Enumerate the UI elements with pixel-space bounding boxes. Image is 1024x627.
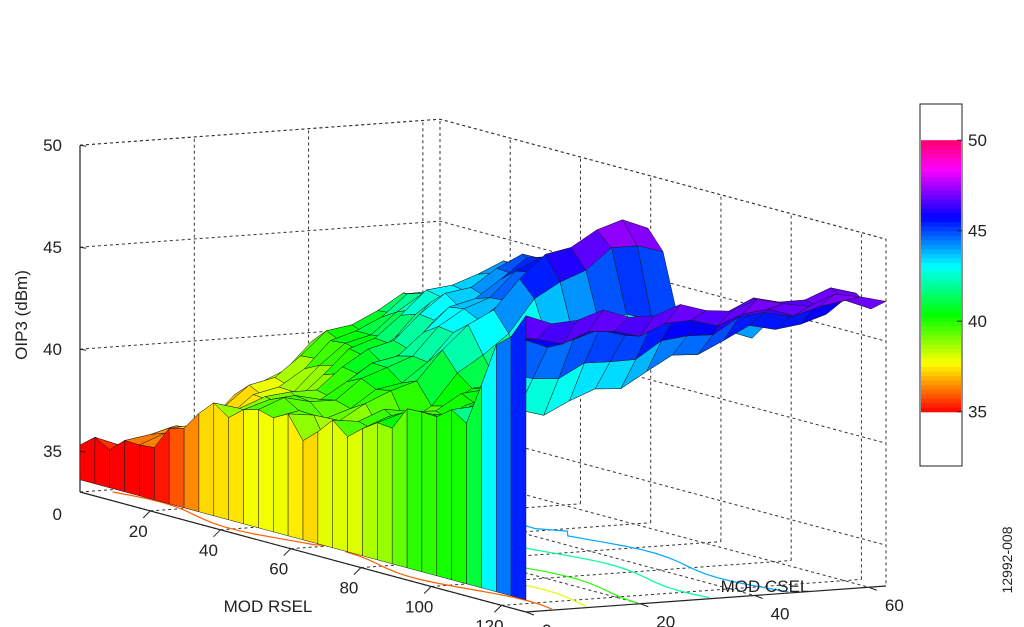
colorbar-band (921, 144, 961, 150)
colorbar-band (921, 203, 961, 209)
colorbar-band (921, 244, 961, 250)
colorbar-band (921, 285, 961, 291)
colorbar-band (921, 280, 961, 286)
colorbar-band (921, 167, 961, 173)
colorbar-band (921, 190, 961, 196)
colorbar-band (921, 153, 961, 159)
z-tick-label: 50 (43, 136, 62, 155)
colorbar-band (921, 334, 961, 340)
z-tick-label: 0 (53, 505, 62, 524)
x-tick-label: 120 (475, 616, 503, 627)
x-tick-label: 60 (269, 560, 288, 579)
colorbar-band (921, 262, 961, 268)
surface-mesh (79, 219, 887, 601)
colorbar-band (921, 330, 961, 336)
colorbar-band (921, 361, 961, 367)
x-tick-label: 100 (405, 598, 433, 617)
y-tick-label: 20 (656, 613, 675, 627)
colorbar: 35 40 45 50 (919, 103, 987, 467)
colorbar-band (921, 239, 961, 245)
colorbar-band (921, 289, 961, 295)
z-tick-label: 35 (43, 442, 62, 461)
colorbar-band (921, 185, 961, 191)
z-tick-label: 40 (43, 340, 62, 359)
y-tick-label: 60 (885, 596, 904, 615)
colorbar-band (921, 208, 961, 214)
colorbar-band (921, 149, 961, 155)
x-tick-label: 20 (129, 522, 148, 541)
colorbar-band (921, 226, 961, 232)
colorbar-band (921, 316, 961, 322)
colorbar-band (921, 303, 961, 309)
colorbar-band (921, 266, 961, 272)
x-axis-label: MOD RSEL (224, 597, 313, 616)
colorbar-band (921, 235, 961, 241)
colorbar-band (921, 339, 961, 345)
y-tick-label: 0 (542, 621, 551, 627)
colorbar-band (921, 407, 961, 413)
colorbar-band (921, 357, 961, 363)
colorbar-band (921, 343, 961, 349)
y-axis-label: MOD CSEL (721, 577, 810, 596)
colorbar-band (921, 212, 961, 218)
colorbar-band (921, 348, 961, 354)
x-tick-label: 40 (199, 541, 218, 560)
colorbar-band (921, 275, 961, 281)
colorbar-band (921, 402, 961, 408)
colorbar-band (921, 180, 961, 186)
colorbar-band (921, 199, 961, 205)
colorbar-tick-label: 50 (968, 131, 987, 150)
colorbar-band (921, 389, 961, 395)
colorbar-band (921, 375, 961, 381)
colorbar-band (921, 307, 961, 313)
colorbar-band (921, 253, 961, 259)
colorbar-band (921, 271, 961, 277)
colorbar-band (921, 325, 961, 331)
colorbar-band (921, 230, 961, 236)
colorbar-band (921, 352, 961, 358)
colorbar-band (921, 321, 961, 327)
colorbar-tick-label: 40 (968, 312, 987, 331)
colorbar-band (921, 312, 961, 318)
colorbar-band (921, 398, 961, 404)
z-axis-label: OIP3 (dBm) (12, 270, 31, 360)
colorbar-band (921, 217, 961, 223)
colorbar-band (921, 380, 961, 386)
colorbar-tick-label: 45 (968, 222, 987, 241)
colorbar-band (921, 366, 961, 372)
colorbar-band (921, 162, 961, 168)
colorbar-band (921, 171, 961, 177)
colorbar-band (921, 393, 961, 399)
figure-id: 12992-008 (999, 526, 1015, 593)
colorbar-band (921, 371, 961, 377)
x-tick-label: 80 (339, 579, 358, 598)
colorbar-tick-label: 35 (968, 403, 987, 422)
y-tick-label: 40 (771, 605, 790, 624)
colorbar-band (921, 221, 961, 227)
colorbar-band (921, 248, 961, 254)
colorbar-band (921, 140, 961, 146)
colorbar-band (921, 176, 961, 182)
colorbar-band (921, 158, 961, 164)
colorbar-band (921, 294, 961, 300)
colorbar-band (921, 384, 961, 390)
colorbar-band (921, 298, 961, 304)
axis-ticks: 35 40 45 50 0 20 40 60 80 100 120 0 20 40 60 (43, 136, 904, 627)
colorbar-band (921, 257, 961, 263)
z-tick-label: 45 (43, 238, 62, 257)
colorbar-band (921, 194, 961, 200)
